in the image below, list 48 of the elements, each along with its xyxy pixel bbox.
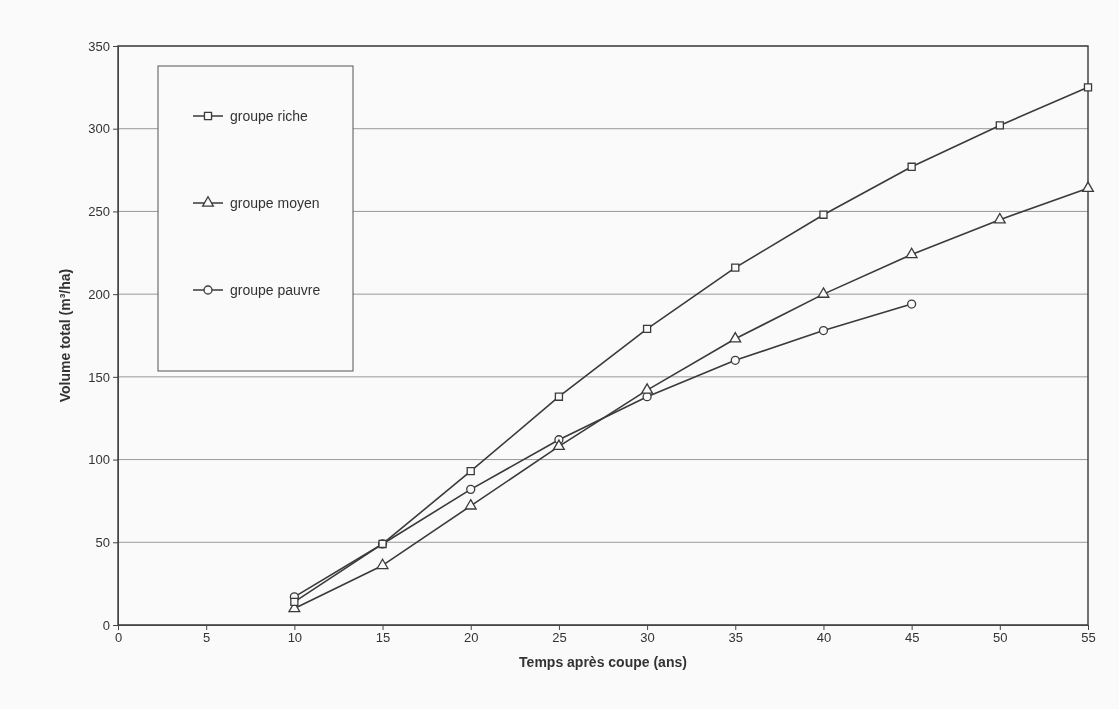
point [731, 263, 740, 272]
point [819, 210, 828, 219]
point [730, 355, 740, 365]
y-tick-label: 100 [88, 452, 110, 468]
y-tick-label: 50 [95, 534, 110, 550]
x-tick-label: 15 [375, 630, 391, 646]
y-axis-title: Volume total (m³/ha) [57, 268, 73, 403]
point [1081, 181, 1095, 193]
x-tick-label: 5 [203, 630, 211, 646]
y-tick-label: 150 [88, 369, 110, 385]
y-tick-label: 0 [102, 617, 110, 633]
y-tick-label: 300 [88, 121, 110, 137]
point [818, 325, 829, 336]
point [554, 392, 564, 401]
x-axis-title: Temps après coupe (ans) [519, 654, 687, 670]
point [907, 299, 917, 309]
x-tick-label: 10 [287, 630, 303, 646]
point [641, 383, 654, 394]
x-tick-label: 0 [114, 630, 123, 646]
point [1083, 83, 1093, 92]
point [464, 499, 477, 510]
x-tick-label: 30 [640, 630, 655, 646]
point [290, 597, 299, 607]
legend-label: groupe pauvre [230, 282, 321, 298]
point [642, 324, 652, 334]
point [376, 558, 389, 570]
point [378, 539, 387, 549]
legend-label: groupe moyen [230, 195, 320, 211]
point [552, 439, 565, 451]
x-tick-label: 40 [816, 630, 832, 646]
point [995, 121, 1004, 130]
x-tick-label: 25 [552, 630, 567, 646]
y-tick-label: 200 [88, 286, 110, 302]
y-tick-label: 250 [88, 204, 110, 220]
x-tick-label: 45 [904, 630, 920, 646]
point [993, 212, 1006, 224]
point [905, 247, 918, 259]
x-tick-label: 35 [728, 630, 744, 646]
point [466, 466, 475, 476]
legend-label: groupe riche [230, 108, 309, 124]
x-tick-label: 50 [993, 630, 1008, 646]
point [466, 484, 476, 494]
x-tick-label: 20 [463, 630, 479, 646]
point [817, 287, 830, 298]
x-tick-label: 55 [1081, 630, 1096, 646]
point [729, 331, 742, 343]
point [907, 162, 916, 171]
y-tick-label: 350 [88, 38, 110, 54]
